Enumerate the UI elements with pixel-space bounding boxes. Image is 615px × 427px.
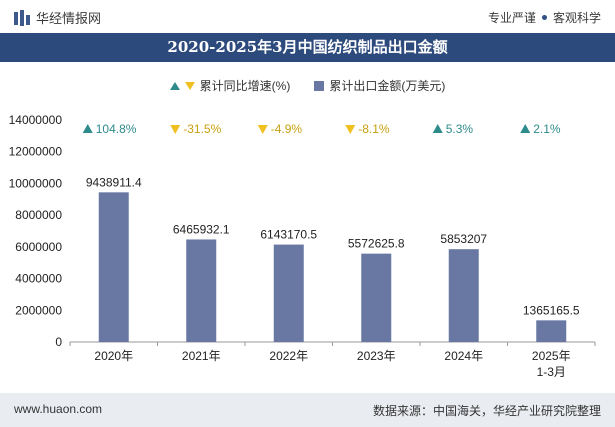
brand-name: 华经情报网: [36, 11, 102, 26]
dot-separator-icon: [541, 15, 547, 20]
growth-label: 2.1%: [533, 122, 561, 136]
y-tick-label: 2000000: [15, 303, 62, 317]
bar: [186, 239, 217, 342]
triangle-down-icon: [184, 81, 195, 90]
y-tick-label: 12000000: [9, 145, 63, 159]
y-tick-label: 0: [55, 335, 62, 349]
y-tick-label: 6000000: [15, 240, 62, 254]
footer-source: 数据来源：中国海关，华经产业研究院整理: [372, 404, 601, 418]
y-tick-label: 4000000: [15, 272, 62, 286]
bar: [448, 249, 479, 342]
x-category-label: 2023年: [357, 349, 396, 363]
y-tick-label: 10000000: [9, 176, 63, 190]
growth-label: -31.5%: [183, 122, 221, 136]
growth-up-triangle-icon: [520, 124, 531, 133]
growth-down-triangle-icon: [345, 125, 356, 134]
x-category-label: 2022年: [269, 349, 308, 363]
chart-title: 2020-2025年3月中国纺织制品出口金额: [0, 33, 615, 62]
growth-down-triangle-icon: [257, 125, 268, 134]
legend-item-export: 累计出口金额(万美元): [314, 77, 445, 94]
brand: 华经情报网: [14, 8, 101, 27]
legend-growth-label: 累计同比增速(%): [199, 79, 291, 93]
legend: 累计同比增速(%) 累计出口金额(万美元): [0, 77, 615, 94]
growth-label: -4.9%: [271, 122, 303, 136]
legend-item-growth: 累计同比增速(%): [169, 77, 291, 94]
x-category-label: 2024年: [444, 349, 483, 363]
triangle-up-icon: [169, 81, 180, 90]
growth-up-triangle-icon: [432, 124, 443, 133]
bar-value-label: 1365165.5: [523, 303, 580, 317]
bar-value-label: 5572625.8: [348, 237, 405, 251]
growth-label: -8.1%: [358, 122, 390, 136]
bar-chart-logo-icon: [14, 9, 30, 26]
bar: [98, 192, 129, 342]
bar-value-label: 6465932.1: [173, 222, 230, 236]
bar: [361, 253, 392, 342]
bar: [273, 244, 304, 342]
growth-label: 104.8%: [96, 122, 137, 136]
footer: www.huaon.com 数据来源：中国海关，华经产业研究院整理: [0, 393, 615, 427]
top-bar: 华经情报网 专业严谨 客观科学: [0, 0, 615, 33]
bar: [536, 320, 567, 342]
x-category-label: 2021年: [182, 349, 221, 363]
bar-chart: 0 2000000 4000000 6000000 8000000 10000000 120…: [9, 113, 596, 379]
legend-export-label: 累计出口金额(万美元): [329, 79, 446, 93]
tagline-right: 客观科学: [552, 11, 601, 25]
growth-up-triangle-icon: [82, 124, 93, 133]
tagline-left: 专业严谨: [487, 11, 536, 25]
bar-value-label: 6143170.5: [260, 228, 317, 242]
x-category-label: 2025年 1-3月: [532, 349, 571, 379]
x-category-label: 2020年: [94, 349, 133, 363]
bar-value-label: 9438911.4: [86, 175, 142, 189]
bar-swatch-icon: [314, 80, 325, 91]
growth-down-triangle-icon: [170, 125, 181, 134]
y-tick-label: 8000000: [15, 208, 62, 222]
footer-url: www.huaon.com: [14, 402, 103, 416]
growth-label: 5.3%: [446, 122, 474, 136]
tagline: 专业严谨 客观科学: [488, 9, 601, 26]
y-tick-label: 14000000: [9, 113, 63, 127]
bar-value-label: 5853207: [440, 232, 487, 246]
